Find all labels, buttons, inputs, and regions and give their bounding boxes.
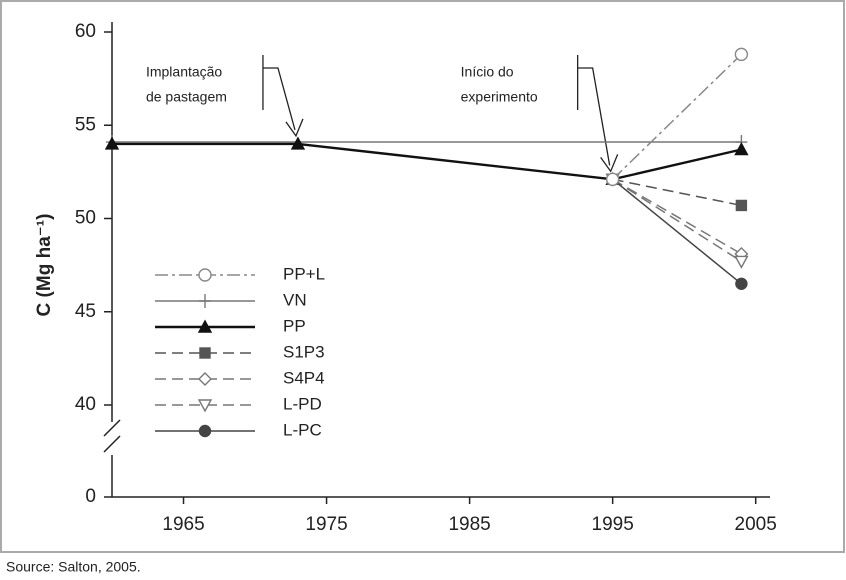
marker: [290, 136, 306, 150]
marker: [198, 268, 212, 282]
annotation: Implantação: [146, 64, 222, 80]
annotation: experimento: [461, 89, 538, 105]
series-line: [612, 178, 742, 255]
marker: [735, 277, 748, 290]
x-tick-label: 1965: [162, 514, 204, 535]
series-line: [112, 142, 742, 181]
legend-label: PP+L: [283, 264, 325, 283]
axis-break: [103, 419, 121, 437]
y-tick-label: 60: [75, 21, 96, 42]
y-tick-label: 55: [75, 114, 96, 135]
y-tick-label: 0: [85, 486, 96, 507]
axis-break: [103, 435, 121, 453]
legend-label: VN: [283, 290, 307, 309]
marker: [734, 47, 749, 62]
annotation-arrow: [285, 118, 304, 138]
marker: [199, 347, 211, 359]
annotation: Início do: [461, 64, 514, 80]
marker: [198, 372, 212, 386]
frame: [0, 0, 845, 553]
marker: [197, 399, 213, 413]
legend-label: L-PD: [283, 394, 322, 413]
x-tick-label: 1995: [592, 514, 634, 535]
y-tick-label: 40: [75, 394, 96, 415]
legend-label: L-PC: [283, 420, 322, 439]
marker: [605, 172, 620, 187]
marker: [199, 294, 211, 308]
marker: [198, 424, 212, 438]
marker: [197, 319, 213, 333]
legend-label: S1P3: [283, 342, 325, 361]
annotation-bracket: [262, 55, 296, 131]
annotation-arrow: [600, 154, 619, 173]
x-tick-label: 1975: [305, 514, 347, 535]
marker: [104, 136, 120, 150]
y-tick-label: 50: [75, 208, 96, 229]
legend-label: S4P4: [283, 368, 325, 387]
legend-label: PP: [283, 316, 306, 335]
annotation: de pastagem: [146, 89, 227, 105]
marker: [734, 142, 749, 156]
x-tick-label: 2005: [735, 514, 777, 535]
y-axis-label: C (Mg ha⁻¹): [34, 214, 55, 317]
caption: Source: Salton, 2005.: [6, 559, 141, 575]
series-line: [612, 178, 742, 263]
marker: [735, 199, 748, 212]
series-line: [612, 53, 742, 180]
annotation-bracket: [577, 55, 611, 166]
y-tick-label: 45: [75, 301, 96, 322]
x-tick-label: 1985: [448, 514, 490, 535]
series-line: [612, 178, 742, 207]
marker: [734, 255, 749, 269]
series-line: [612, 178, 742, 285]
